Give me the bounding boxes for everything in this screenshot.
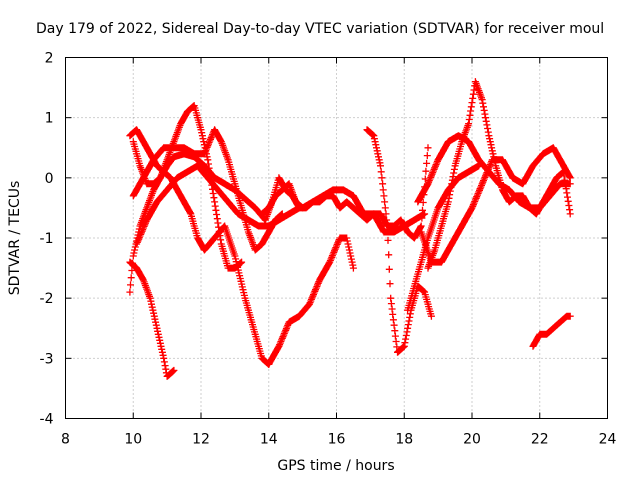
plus-markers (414, 132, 574, 212)
y-tick-label: 0 (45, 171, 54, 187)
plus-markers (265, 234, 357, 368)
plot-frame (65, 57, 608, 419)
plus-markers (126, 258, 178, 380)
series-track-15 (529, 312, 574, 350)
series-track-8 (258, 180, 429, 236)
plus-markers (529, 312, 574, 350)
x-tick-label: 8 (61, 432, 70, 448)
series-track-1 (126, 258, 178, 380)
series-track-5 (129, 126, 286, 254)
x-tick-label: 18 (395, 432, 413, 448)
x-tick-labels: 8 10 12 14 16 18 20 22 24 (61, 432, 616, 448)
x-tick-label: 22 (531, 432, 549, 448)
plus-markers (424, 78, 574, 272)
x-tick-label: 24 (599, 432, 617, 448)
plus-markers (126, 126, 273, 368)
x-tick-label: 16 (328, 432, 346, 448)
x-tick-label: 20 (463, 432, 481, 448)
plus-markers (129, 126, 286, 254)
y-tick-label: -3 (40, 351, 54, 367)
x-tick-label: 14 (260, 432, 278, 448)
y-tick-label: 1 (45, 111, 54, 127)
x-tick-label: 12 (192, 432, 210, 448)
series-track-11 (424, 78, 574, 272)
series-track-9 (265, 234, 357, 368)
x-tick-label: 10 (124, 432, 142, 448)
chart-title: Day 179 of 2022, Sidereal Day-to-day VTE… (36, 21, 604, 37)
plus-markers (258, 180, 429, 236)
y-tick-label: -4 (40, 412, 54, 428)
y-axis-label: SDTVAR / TECUs (7, 181, 23, 296)
plus-markers (404, 162, 483, 314)
y-tick-label: 2 (45, 51, 54, 67)
data-points (126, 78, 574, 380)
y-tick-labels: -4 -3 -2 -1 0 1 2 (40, 51, 54, 428)
series-track-13 (414, 132, 574, 212)
y-tick-label: -2 (40, 291, 54, 307)
x-axis-label: GPS time / hours (277, 458, 394, 474)
series-track-4 (126, 126, 273, 368)
series-track-14 (404, 162, 483, 314)
plus-markers (133, 162, 303, 248)
y-tick-label: -1 (40, 231, 54, 247)
series-track-6 (133, 162, 303, 248)
